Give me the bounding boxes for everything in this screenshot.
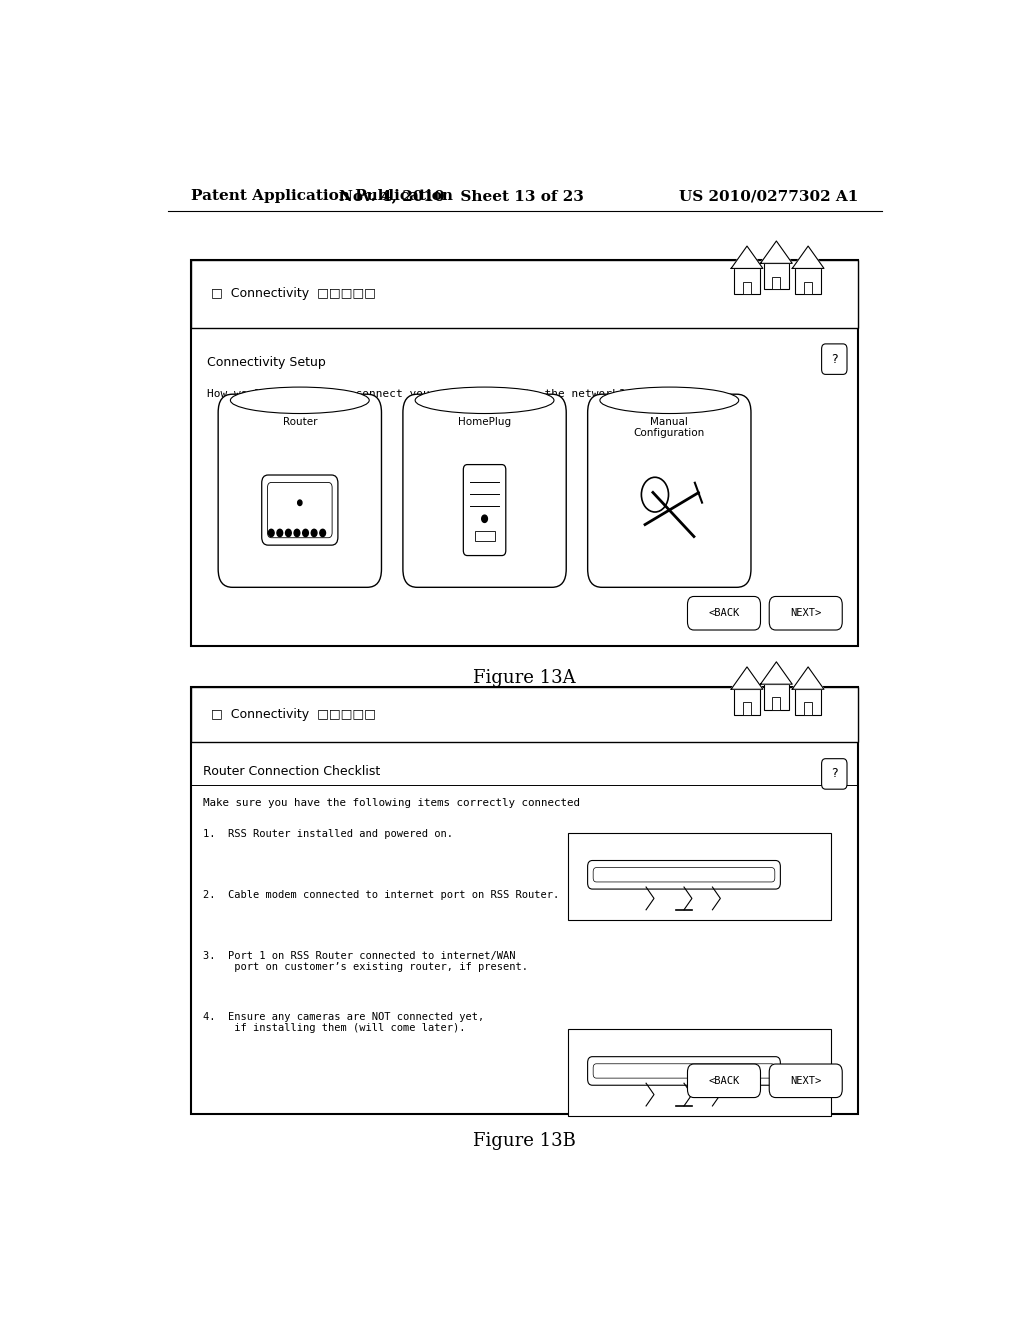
Bar bbox=[191, 686, 858, 742]
Text: □  Connectivity  □□□□□: □ Connectivity □□□□□ bbox=[211, 708, 376, 721]
FancyBboxPatch shape bbox=[687, 1064, 761, 1097]
Text: 1.  RSS Router installed and powered on.: 1. RSS Router installed and powered on. bbox=[204, 829, 454, 838]
Text: Figure 13B: Figure 13B bbox=[473, 1133, 577, 1150]
Polygon shape bbox=[793, 246, 824, 268]
FancyBboxPatch shape bbox=[821, 345, 847, 375]
Text: <BACK: <BACK bbox=[709, 1076, 739, 1086]
Circle shape bbox=[276, 529, 283, 537]
Ellipse shape bbox=[600, 387, 738, 413]
Circle shape bbox=[303, 529, 308, 537]
FancyBboxPatch shape bbox=[769, 597, 842, 630]
Bar bbox=[772, 697, 780, 710]
Bar bbox=[568, 1030, 831, 1117]
Text: 2.  Cable modem connected to internet port on RSS Router.: 2. Cable modem connected to internet por… bbox=[204, 890, 560, 900]
Bar bbox=[734, 268, 760, 294]
Bar bbox=[191, 260, 858, 327]
FancyBboxPatch shape bbox=[267, 482, 332, 537]
Bar bbox=[764, 264, 790, 289]
FancyBboxPatch shape bbox=[588, 1057, 780, 1085]
Text: □  Connectivity  □□□□□: □ Connectivity □□□□□ bbox=[211, 288, 376, 301]
Text: How would you like to connect your TouchScreen to the network?: How would you like to connect your Touch… bbox=[207, 388, 626, 399]
Text: NEXT>: NEXT> bbox=[791, 1076, 821, 1086]
Bar bbox=[474, 531, 495, 541]
Text: 3.  Port 1 on RSS Router connected to internet/WAN
     port on customer’s exist: 3. Port 1 on RSS Router connected to int… bbox=[204, 950, 528, 973]
FancyBboxPatch shape bbox=[821, 759, 847, 789]
Bar bbox=[568, 833, 831, 920]
Text: US 2010/0277302 A1: US 2010/0277302 A1 bbox=[679, 189, 858, 203]
Polygon shape bbox=[793, 667, 824, 689]
Bar bbox=[743, 702, 751, 714]
Text: <BACK: <BACK bbox=[709, 609, 739, 618]
Bar bbox=[734, 689, 760, 714]
Text: Figure 13A: Figure 13A bbox=[473, 669, 577, 686]
Circle shape bbox=[268, 529, 274, 537]
Text: Patent Application Publication: Patent Application Publication bbox=[191, 189, 454, 203]
Bar bbox=[804, 702, 812, 714]
Text: Make sure you have the following items correctly connected: Make sure you have the following items c… bbox=[204, 799, 581, 808]
FancyBboxPatch shape bbox=[769, 1064, 842, 1097]
Text: Router Connection Checklist: Router Connection Checklist bbox=[204, 764, 381, 777]
FancyBboxPatch shape bbox=[262, 475, 338, 545]
Text: Nov. 4, 2010   Sheet 13 of 23: Nov. 4, 2010 Sheet 13 of 23 bbox=[339, 189, 584, 203]
Text: HomePlug: HomePlug bbox=[458, 417, 511, 426]
Circle shape bbox=[319, 529, 326, 537]
Bar bbox=[191, 260, 858, 647]
Text: 4.  Ensure any cameras are NOT connected yet,
     if installing them (will come: 4. Ensure any cameras are NOT connected … bbox=[204, 1011, 484, 1034]
Text: NEXT>: NEXT> bbox=[791, 609, 821, 618]
Polygon shape bbox=[761, 661, 793, 684]
Circle shape bbox=[481, 515, 487, 523]
Bar bbox=[191, 686, 858, 1114]
Text: ?: ? bbox=[831, 352, 838, 366]
Circle shape bbox=[298, 500, 302, 506]
Bar bbox=[772, 277, 780, 289]
Text: ?: ? bbox=[831, 767, 838, 780]
Polygon shape bbox=[761, 242, 793, 264]
FancyBboxPatch shape bbox=[593, 1064, 775, 1078]
FancyBboxPatch shape bbox=[687, 597, 761, 630]
Bar bbox=[796, 689, 821, 714]
Ellipse shape bbox=[230, 387, 370, 413]
Circle shape bbox=[286, 529, 291, 537]
FancyBboxPatch shape bbox=[402, 395, 566, 587]
Polygon shape bbox=[731, 246, 763, 268]
Text: Manual
Configuration: Manual Configuration bbox=[634, 417, 705, 438]
Circle shape bbox=[294, 529, 300, 537]
FancyBboxPatch shape bbox=[218, 395, 382, 587]
Bar bbox=[804, 281, 812, 294]
Ellipse shape bbox=[415, 387, 554, 413]
Bar bbox=[764, 684, 790, 710]
FancyBboxPatch shape bbox=[463, 465, 506, 556]
FancyBboxPatch shape bbox=[593, 867, 775, 882]
Text: Connectivity Setup: Connectivity Setup bbox=[207, 356, 326, 370]
Circle shape bbox=[311, 529, 317, 537]
Bar bbox=[743, 281, 751, 294]
Bar bbox=[796, 268, 821, 294]
Text: Router: Router bbox=[283, 417, 317, 426]
Polygon shape bbox=[731, 667, 763, 689]
FancyBboxPatch shape bbox=[588, 395, 751, 587]
FancyBboxPatch shape bbox=[588, 861, 780, 890]
